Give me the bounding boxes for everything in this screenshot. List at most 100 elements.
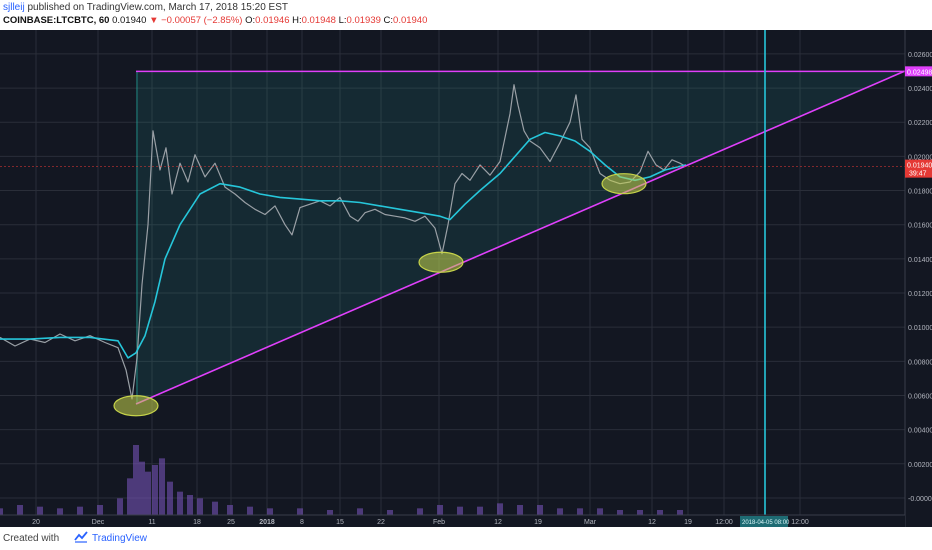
volume-bar	[597, 508, 603, 515]
volume-bar	[247, 506, 253, 515]
volume-bar	[677, 510, 683, 515]
volume-bar	[197, 498, 203, 515]
volume-bar	[227, 505, 233, 515]
created-with-text: Created with	[3, 533, 60, 544]
volume-bar	[617, 510, 623, 515]
volume-bar	[437, 505, 443, 515]
volume-bar	[417, 508, 423, 515]
price-tick-label: 0.02200	[908, 120, 932, 127]
price-tick-label: 0.01400	[908, 257, 932, 264]
tradingview-brand-link[interactable]: TradingView	[92, 533, 148, 544]
volume-bar	[577, 508, 583, 515]
chart-header: sjlleij published on TradingView.com, Ma…	[0, 0, 932, 30]
volume-bar	[557, 508, 563, 515]
low-label: L:	[338, 15, 347, 26]
price-tick-label: 0.01200	[908, 291, 932, 298]
price-tick-label: 0.00200	[908, 462, 932, 469]
volume-bar	[97, 505, 103, 515]
volume-bar	[297, 508, 303, 515]
resistance-price-tag[interactable]	[905, 66, 932, 77]
price-axis-background	[905, 30, 932, 527]
volume-bar	[327, 510, 333, 515]
volume-bar	[133, 445, 139, 515]
highlight-ellipse[interactable]	[418, 251, 464, 273]
resistance-price-label: 0.02498	[907, 69, 932, 76]
high-value: 0.01948	[301, 15, 336, 26]
time-tick-label: 12:00	[715, 519, 733, 526]
price-change: ▼ −0.00057 (−2.85%)	[149, 15, 243, 26]
price-tick-label: 0.02600	[908, 52, 932, 59]
volume-bar	[637, 510, 643, 515]
price-tick-label: 0.00800	[908, 359, 932, 366]
time-cursor-tag[interactable]	[740, 516, 788, 527]
publish-info: sjlleij published on TradingView.com, Ma…	[3, 2, 288, 13]
volume-bar	[457, 506, 463, 515]
volume-bar	[152, 465, 158, 515]
bar-countdown-label: 39:47	[909, 171, 927, 178]
time-tick-label: 2018	[259, 519, 275, 526]
time-tick-label: Feb	[433, 519, 445, 526]
time-axis[interactable]: 20 Dec 11 18 25 2018 8 15 22 Feb 12 19 Mar 12 19 12:00 2…	[0, 514, 905, 527]
price-axis[interactable]: 0.02600 0.02400 0.02200 0.02000 0.01800 0.016…	[904, 30, 932, 527]
time-tick-label: Dec	[92, 519, 105, 526]
price-tick-label: 0.00600	[908, 393, 932, 400]
low-value: 0.01939	[346, 15, 381, 26]
volume-bar	[17, 505, 23, 515]
time-tick-label: 22	[377, 519, 385, 526]
time-tick-label: Mar	[584, 519, 597, 526]
published-text: published on TradingView.com, March 17, …	[27, 2, 288, 13]
volume-bar	[37, 506, 43, 515]
price-tick-label: 0.02400	[908, 86, 932, 93]
zone-left-edge	[136, 71, 138, 405]
support-trendline[interactable]	[135, 70, 906, 405]
time-tick-label: 12	[494, 519, 502, 526]
volume-bar	[657, 510, 663, 515]
price-tick-label: 0.01600	[908, 223, 932, 230]
moving-average	[0, 131, 687, 359]
time-tick-label: 15	[336, 519, 344, 526]
highlight-ellipse[interactable]	[601, 173, 647, 195]
time-tick-label: 12:00	[791, 519, 809, 526]
volume-bar	[187, 495, 193, 515]
footer-bar: Created with TradingView	[0, 527, 932, 550]
grid-lines	[0, 30, 932, 527]
drawing-lines[interactable]	[0, 30, 906, 515]
time-tick-label: 11	[148, 519, 155, 526]
author-link[interactable]: sjlleij	[3, 2, 25, 13]
volume-bar	[117, 498, 123, 515]
volume-bar	[497, 503, 503, 515]
volume-bar	[139, 461, 145, 515]
volume-bar	[145, 471, 151, 515]
highlight-ellipses[interactable]	[113, 173, 647, 417]
open-label: O:	[245, 15, 256, 26]
last-price-tag[interactable]	[905, 159, 932, 178]
price-tick-label: 0.01000	[908, 325, 932, 332]
price-tick-label: 0.00400	[908, 428, 932, 435]
chart-area[interactable]: 0.02600 0.02400 0.02200 0.02000 0.01800 0.016…	[0, 30, 932, 527]
time-tick-label: 18	[193, 519, 201, 526]
volume-bar	[57, 508, 63, 515]
time-tick-label: 20	[32, 519, 40, 526]
volume-bar	[387, 510, 393, 515]
tradingview-logo-icon[interactable]	[74, 531, 88, 543]
last-price: 0.01940	[112, 15, 147, 26]
price-tick-label: 0.02000	[908, 154, 932, 161]
price-chart[interactable]: 0.02600 0.02400 0.02200 0.02000 0.01800 0.016…	[0, 30, 932, 527]
volume-bar	[357, 508, 363, 515]
time-tick-label: 25	[227, 519, 235, 526]
volume-bar	[127, 478, 133, 515]
highlight-ellipse[interactable]	[113, 395, 159, 417]
time-tick-label: 8	[300, 519, 304, 526]
volume-bar	[477, 506, 483, 515]
close-label: C:	[383, 15, 394, 26]
symbol-legend: COINBASE:LTCBTC, 60 0.01940 ▼ −0.00057 (…	[3, 15, 427, 26]
volume-bar	[537, 505, 543, 515]
price-tick-label: 0.01800	[908, 189, 932, 196]
volume-bars	[0, 445, 683, 515]
time-tick-label: 2018-04-05 08:00	[742, 520, 790, 526]
time-tick-label: 19	[684, 519, 692, 526]
close-value: 0.01940	[393, 15, 428, 26]
symbol-name[interactable]: COINBASE:LTCBTC, 60	[3, 15, 110, 26]
open-value: 0.01946	[255, 15, 290, 26]
